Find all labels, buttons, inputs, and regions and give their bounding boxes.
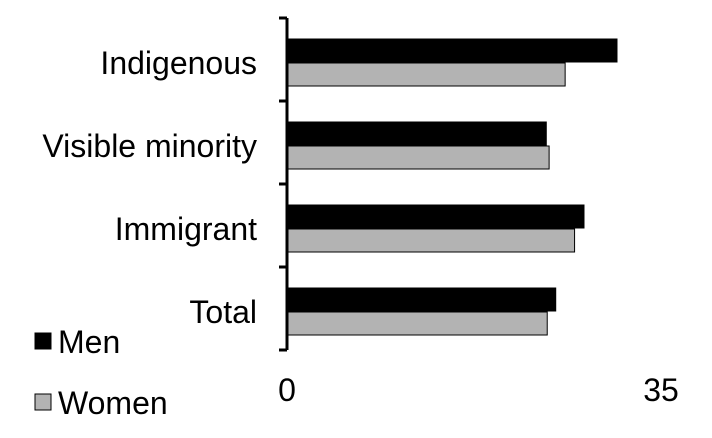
- bar-men-immigrant: [286, 204, 585, 229]
- category-labels: Indigenous Visible minority Immigrant Total: [42, 45, 257, 330]
- bars-layer: [286, 38, 618, 336]
- y-axis: [279, 16, 289, 352]
- bar-women-visible-minority: [286, 145, 550, 170]
- legend-swatch-men: [34, 332, 52, 350]
- legend: Men Women: [34, 324, 168, 421]
- bar-men-indigenous: [286, 38, 618, 63]
- category-label-visible-minority: Visible minority: [42, 128, 257, 164]
- legend-label-men: Men: [58, 324, 120, 360]
- x-tick-label-0: 0: [278, 372, 296, 408]
- bar-men-visible-minority: [286, 121, 547, 146]
- category-label-total: Total: [189, 294, 257, 330]
- bar-women-total: [286, 311, 548, 336]
- bar-men-total: [286, 287, 557, 312]
- x-tick-labels: 0 35: [278, 372, 679, 408]
- bar-women-immigrant: [286, 228, 576, 253]
- x-tick-label-35: 35: [643, 372, 679, 408]
- category-label-indigenous: Indigenous: [100, 45, 257, 81]
- legend-label-women: Women: [58, 385, 168, 421]
- category-label-immigrant: Immigrant: [115, 211, 257, 247]
- bar-women-indigenous: [286, 62, 566, 87]
- legend-swatch-women: [34, 393, 52, 411]
